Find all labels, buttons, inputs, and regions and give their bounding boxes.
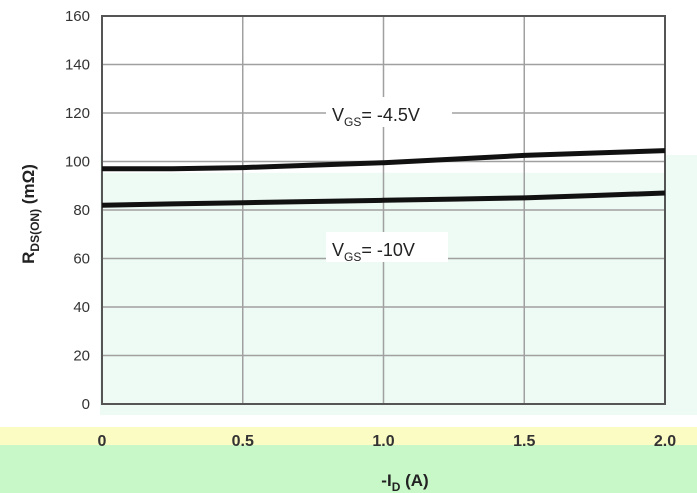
y-tick-label: 0 [82, 396, 90, 413]
svg-text:VGS= -4.5V: VGS= -4.5V [332, 105, 420, 129]
x-tick-label: 0.5 [232, 433, 254, 450]
series-label-main: V [332, 105, 344, 125]
x-tick-label: 1.5 [513, 433, 535, 450]
highlight-band-green [0, 445, 697, 493]
y-tick-label: 120 [65, 105, 90, 122]
y-tick-label: 100 [65, 154, 90, 171]
y-axis-ticks: 0 20 40 60 80 100 120 140 160 [65, 8, 90, 413]
y-tick-label: 40 [73, 299, 90, 316]
y-tick-label: 60 [73, 251, 90, 268]
series-label-sub: GS [344, 250, 361, 264]
x-axis-title-sub: D [392, 480, 401, 493]
plot-frame [101, 15, 666, 405]
series-label-rest: = -4.5V [361, 105, 420, 125]
y-tick-label: 160 [65, 8, 90, 25]
series-label-vgs-10: VGS= -10V [326, 232, 448, 264]
x-axis-title-unit: (A) [400, 471, 428, 490]
y-axis-title-unit: (mΩ) [19, 164, 38, 209]
plot-border [101, 15, 666, 405]
y-tick-label: 80 [73, 202, 90, 219]
y-tick-label: 20 [73, 348, 90, 365]
series-line-1 [101, 190, 666, 208]
series-lines [101, 148, 666, 208]
x-axis-title: -ID (A) [381, 471, 428, 493]
series-label-main: V [332, 240, 344, 260]
svg-text:VGS= -10V: VGS= -10V [332, 240, 415, 264]
x-tick-label: 1.0 [372, 433, 394, 450]
x-tick-label: 0 [98, 433, 107, 450]
y-tick-label: 140 [65, 57, 90, 74]
y-axis-title-sub: DS(ON) [28, 209, 42, 252]
series-label-rest: = -10V [361, 240, 415, 260]
y-axis-title-main: R [19, 252, 38, 264]
series-line-0 [102, 148, 666, 172]
highlight-band-yellow [0, 427, 697, 449]
x-tick-label: 2.0 [654, 433, 676, 450]
series-label-vgs-4p5: VGS= -4.5V [326, 97, 452, 129]
x-axis-ticks: 0 0.5 1.0 1.5 2.0 [98, 433, 677, 450]
series-label-sub: GS [344, 115, 361, 129]
x-axis-title-main: -I [381, 471, 391, 490]
y-axis-title: RDS(ON) (mΩ) [19, 164, 42, 264]
